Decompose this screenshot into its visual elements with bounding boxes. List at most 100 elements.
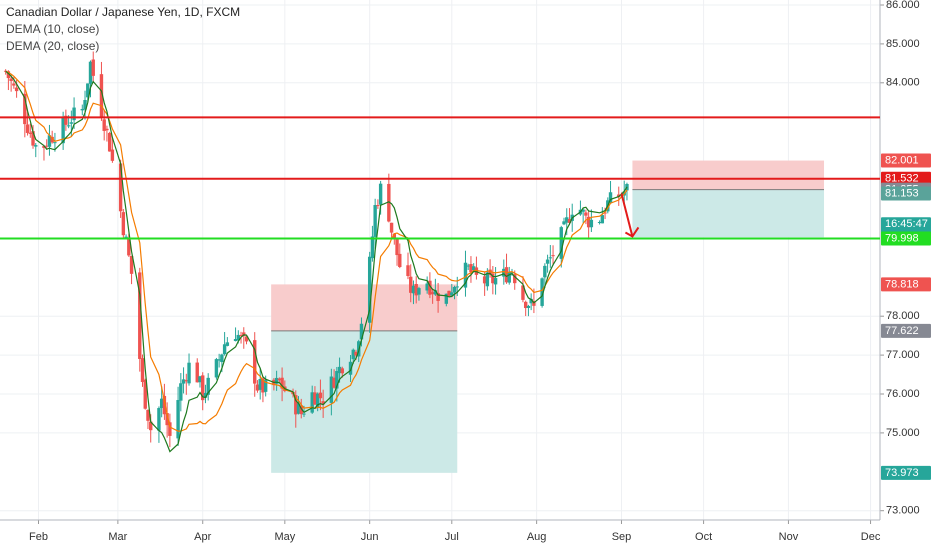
x-tick-label: Aug bbox=[527, 531, 547, 543]
candle-body bbox=[149, 421, 153, 431]
candle-body bbox=[581, 209, 585, 212]
candle-body bbox=[370, 236, 375, 259]
x-tick-label: Oct bbox=[695, 531, 712, 543]
candle-body bbox=[395, 237, 399, 256]
candle-body bbox=[589, 219, 594, 228]
price-label: 73.973 bbox=[885, 467, 919, 479]
candle-body bbox=[50, 136, 54, 143]
candle-body bbox=[66, 125, 71, 127]
candle-body bbox=[551, 255, 555, 257]
candle-body bbox=[367, 256, 372, 323]
candle-body bbox=[181, 379, 186, 384]
candle-body bbox=[310, 392, 314, 413]
candle-body bbox=[543, 265, 547, 278]
price-label-bg bbox=[881, 323, 931, 338]
price-label-bg bbox=[881, 171, 931, 186]
candle-body bbox=[430, 292, 435, 295]
candle-body bbox=[80, 108, 84, 111]
x-tick-label: Nov bbox=[779, 531, 799, 543]
y-tick-label: 84.000 bbox=[886, 77, 920, 89]
candle-body bbox=[510, 272, 514, 274]
candle-body bbox=[296, 403, 301, 414]
x-tick-label: Dec bbox=[861, 531, 881, 543]
candle-body bbox=[455, 286, 459, 288]
candle-body bbox=[340, 368, 345, 374]
current-short-stop-zone bbox=[632, 160, 825, 190]
candle-body bbox=[217, 359, 221, 361]
candle-body bbox=[471, 266, 476, 271]
candle-body bbox=[179, 383, 183, 401]
candle-body bbox=[61, 117, 65, 144]
candle-body bbox=[274, 377, 279, 384]
x-tick-label: Jun bbox=[361, 531, 379, 543]
candle-body bbox=[64, 115, 68, 125]
candle-body bbox=[513, 274, 517, 284]
candle-body bbox=[603, 212, 607, 214]
x-tick-label: May bbox=[274, 531, 295, 543]
candle-body bbox=[548, 257, 553, 259]
candle-body bbox=[521, 285, 525, 300]
candle-body bbox=[417, 288, 421, 295]
candle-body bbox=[176, 400, 180, 439]
y-tick-label: 78.000 bbox=[886, 310, 920, 322]
candle-body bbox=[280, 377, 284, 389]
candle-body bbox=[69, 122, 74, 124]
candle-body bbox=[107, 132, 112, 152]
indicator-dema-10[interactable]: DEMA (10, close) bbox=[6, 22, 100, 36]
candle-body bbox=[329, 376, 334, 403]
candle-body bbox=[72, 107, 76, 121]
candle-body bbox=[562, 221, 566, 225]
candle-body bbox=[428, 280, 432, 295]
candle-body bbox=[389, 222, 394, 233]
candle-body bbox=[337, 366, 342, 374]
candle-body bbox=[452, 286, 457, 293]
candle-body bbox=[124, 236, 128, 238]
candle-body bbox=[354, 351, 358, 356]
candle-body bbox=[302, 413, 306, 415]
price-label: 79.998 bbox=[885, 232, 919, 244]
candle-body bbox=[239, 334, 243, 336]
candle-body bbox=[277, 378, 282, 381]
candle-body bbox=[436, 293, 440, 301]
candle-body bbox=[34, 145, 38, 147]
candle-body bbox=[414, 283, 418, 296]
candle-body bbox=[91, 59, 95, 76]
candle-body bbox=[378, 183, 383, 205]
candle-body bbox=[195, 362, 199, 383]
candle-body bbox=[444, 293, 449, 304]
candle-body bbox=[25, 124, 30, 133]
candle-body bbox=[28, 132, 32, 134]
candle-body bbox=[526, 305, 531, 308]
price-label-bg bbox=[881, 465, 931, 480]
y-tick-label: 76.000 bbox=[886, 388, 920, 400]
indicator-dema-20[interactable]: DEMA (20, close) bbox=[6, 39, 100, 53]
candle-body bbox=[406, 265, 410, 277]
candle-body bbox=[529, 298, 533, 304]
candle-body bbox=[102, 119, 106, 131]
candle-body bbox=[157, 408, 161, 431]
candle-body bbox=[313, 392, 317, 405]
candle-body bbox=[45, 145, 49, 147]
candle-body bbox=[187, 362, 191, 384]
candle-body bbox=[206, 377, 210, 395]
past-short-stop-zone bbox=[271, 284, 458, 331]
candle-body bbox=[263, 380, 268, 392]
candle-body bbox=[225, 342, 230, 346]
candle-body bbox=[42, 145, 46, 148]
y-tick-label: 86.000 bbox=[886, 0, 920, 11]
candle-body bbox=[14, 87, 19, 92]
candle-body bbox=[425, 283, 429, 291]
candle-body bbox=[83, 100, 87, 110]
candle-body bbox=[129, 255, 134, 274]
candle-body bbox=[3, 70, 8, 72]
candle-body bbox=[398, 253, 402, 268]
current-short-target-zone bbox=[632, 189, 825, 238]
candle-body bbox=[140, 358, 145, 383]
candle-body bbox=[485, 272, 490, 287]
candle-body bbox=[318, 392, 323, 399]
candle-body bbox=[9, 78, 13, 82]
candle-body bbox=[105, 128, 109, 131]
y-tick-label: 85.000 bbox=[886, 38, 920, 50]
